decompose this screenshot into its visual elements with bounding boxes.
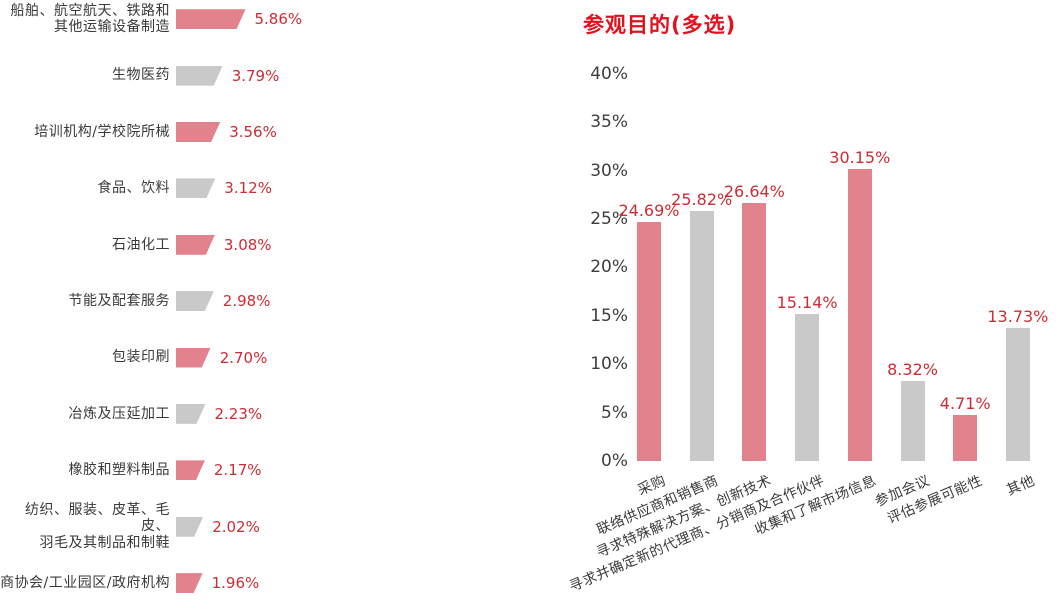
industry-row: 冶炼及压延加工 2.23% xyxy=(0,386,340,442)
y-axis-tick-label: 25% xyxy=(590,209,628,229)
industry-row: 节能及配套服务 2.98% xyxy=(0,273,340,329)
industry-bar xyxy=(176,122,220,142)
industry-label: 商协会/工业园区/政府机构 xyxy=(0,574,170,591)
industry-label: 节能及配套服务 xyxy=(68,292,170,309)
y-axis-tick-label: 5% xyxy=(601,402,628,423)
industry-row: 商协会/工业园区/政府机构 1.96% xyxy=(0,555,340,611)
visit-purpose-bar-chart: 参观目的(多选) 0% 5% 10% 15% 20% 25% 30% 35% 40% 24.69%… xyxy=(560,0,1059,608)
purpose-bar xyxy=(637,222,661,461)
industry-bar xyxy=(176,9,246,29)
industry-value-label: 5.86% xyxy=(254,10,303,29)
industry-bar xyxy=(176,178,215,198)
industry-label: 冶炼及压延加工 xyxy=(68,405,170,422)
y-axis-tick-label: 15% xyxy=(590,305,628,326)
industry-row: 橡胶和塑料制品 2.17% xyxy=(0,442,340,498)
y-axis-tick-label: 0% xyxy=(601,451,628,471)
purpose-bar xyxy=(900,380,925,461)
purpose-category-label: 其他 xyxy=(1004,472,1038,499)
industry-label: 培训机构/学校院所械 xyxy=(34,123,170,140)
industry-label: 纺织、服装、皮革、毛皮、 羽毛及其制品和制鞋 xyxy=(25,501,170,551)
purpose-bar xyxy=(847,169,872,461)
industry-value-label: 3.12% xyxy=(224,179,272,198)
industry-label: 橡胶和塑料制品 xyxy=(68,462,170,479)
y-axis-tick-label: 20% xyxy=(590,257,628,278)
purpose-value-label: 25.82% xyxy=(671,190,733,210)
industry-value-label: 2.23% xyxy=(214,404,263,423)
industry-bar xyxy=(176,517,203,537)
industry-row: 石油化工 3.08% xyxy=(0,217,340,273)
y-axis-tick-label: 30% xyxy=(590,160,628,181)
industry-value-label: 2.98% xyxy=(222,292,271,311)
purpose-bar xyxy=(1005,328,1030,461)
industry-bar xyxy=(176,348,211,368)
industry-row: 纺织、服装、皮革、毛皮、 羽毛及其制品和制鞋 2.02% xyxy=(0,499,340,555)
purpose-value-label: 15.14% xyxy=(776,293,838,313)
visit-purpose-chart-title: 参观目的(多选) xyxy=(583,13,737,37)
industry-value-label: 2.17% xyxy=(213,461,262,480)
purpose-value-label: 4.71% xyxy=(939,394,991,414)
y-axis-tick-label: 10% xyxy=(590,354,628,375)
industry-label: 石油化工 xyxy=(112,236,170,253)
industry-row: 生物医药 3.79% xyxy=(0,47,340,103)
industry-row: 食品、饮料 3.12% xyxy=(0,160,340,216)
purpose-value-label: 24.69% xyxy=(618,201,680,220)
purpose-value-label: 26.64% xyxy=(723,182,785,202)
industry-bar xyxy=(176,235,215,255)
industry-label: 生物医药 xyxy=(112,67,170,84)
y-axis-tick-label: 35% xyxy=(590,112,628,133)
purpose-value-label: 30.15% xyxy=(829,148,891,168)
industry-bar xyxy=(176,291,214,311)
industry-label: 食品、饮料 xyxy=(97,180,170,197)
industry-row: 包装印刷 2.70% xyxy=(0,329,340,385)
industry-bar xyxy=(176,460,205,480)
y-axis-tick-label: 40% xyxy=(590,63,628,84)
industry-value-label: 3.79% xyxy=(231,66,280,85)
industry-label: 包装印刷 xyxy=(112,349,170,366)
industry-value-label: 2.70% xyxy=(219,348,268,367)
industry-bar xyxy=(176,66,223,86)
purpose-value-label: 13.73% xyxy=(987,307,1049,327)
purpose-bar xyxy=(953,415,978,461)
industry-label: 船舶、航空航天、铁路和 其他运输设备制造 xyxy=(10,2,170,36)
industry-row: 培训机构/学校院所械 3.56% xyxy=(0,104,340,160)
purpose-bar xyxy=(689,211,714,461)
industry-bar xyxy=(176,573,203,593)
industry-value-label: 3.08% xyxy=(223,235,272,254)
industry-value-label: 2.02% xyxy=(212,517,260,536)
industry-bar-chart: 船舶、航空航天、铁路和 其他运输设备制造 5.86% 生物医药 3.79% 培训机构/学… xyxy=(0,0,340,611)
industry-bar xyxy=(176,404,206,424)
purpose-value-label: 8.32% xyxy=(887,359,938,379)
purpose-bar xyxy=(742,203,767,461)
industry-value-label: 1.96% xyxy=(211,574,260,593)
industry-row: 船舶、航空航天、铁路和 其他运输设备制造 5.86% xyxy=(0,0,340,47)
purpose-bar xyxy=(795,314,820,461)
industry-value-label: 3.56% xyxy=(229,122,277,141)
